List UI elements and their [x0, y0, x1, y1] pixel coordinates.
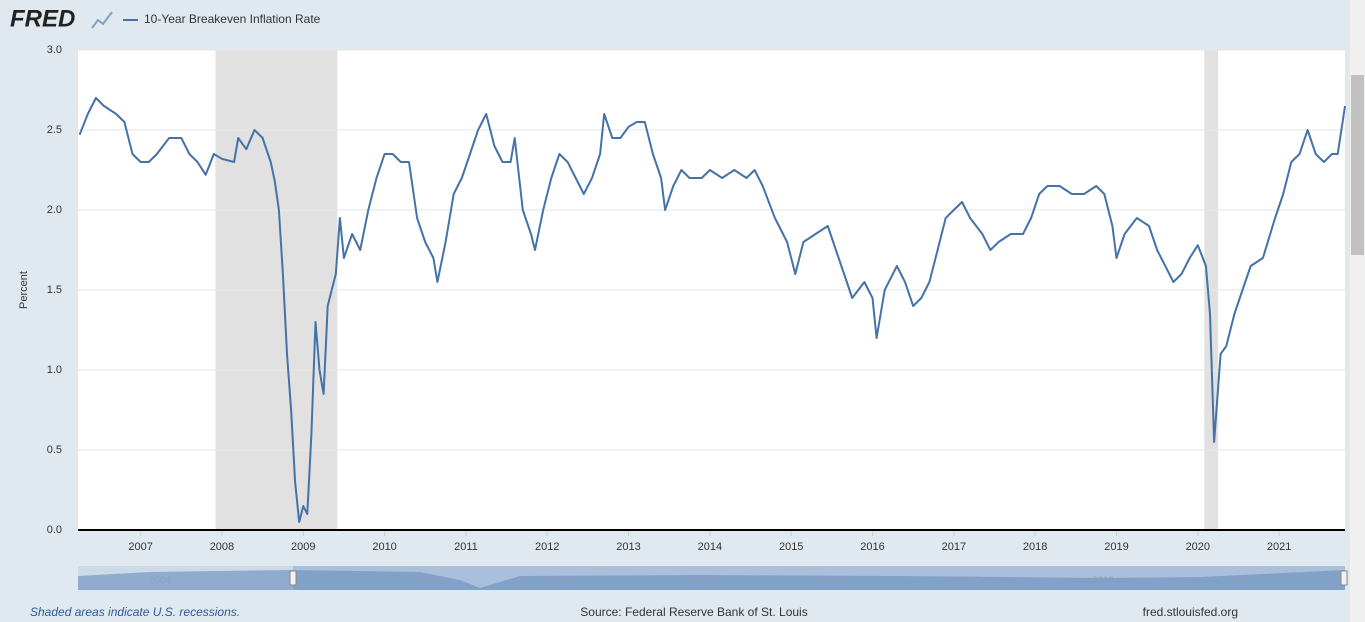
x-tick-label: 2016	[860, 541, 884, 553]
y-tick-label: 1.0	[47, 364, 62, 376]
y-tick-label: 0.5	[47, 444, 62, 456]
x-tick-label: 2017	[942, 541, 966, 553]
navigator-handle[interactable]	[1340, 570, 1348, 586]
navigator-series	[78, 570, 1345, 590]
navigator-label: 2016	[957, 576, 980, 587]
navigator-label: 2018	[1092, 576, 1115, 587]
y-tick-label: 2.5	[47, 124, 62, 136]
x-tick-label: 2010	[372, 541, 396, 553]
logo: FRED	[10, 5, 75, 32]
y-axis-label: Percent	[18, 271, 30, 309]
x-tick-label: 2009	[291, 541, 315, 553]
footer-site: fred.stlouisfed.org	[1143, 605, 1238, 619]
navigator-label: 2012	[689, 576, 712, 587]
x-tick-label: 2013	[616, 541, 640, 553]
x-tick-label: 2018	[1023, 541, 1047, 553]
navigator-label: 2014	[822, 576, 845, 587]
legend-label: 10-Year Breakeven Inflation Rate	[144, 12, 321, 26]
x-tick-label: 2012	[535, 541, 559, 553]
plot: 0.0 0.5 1.0 1.5 2.0 2.5 3.0 2007 2008 2009 2010 201…	[47, 44, 1346, 553]
x-tick-label: 2020	[1186, 541, 1210, 553]
x-tick-label: 2011	[454, 541, 478, 553]
x-tick-label: 2021	[1267, 541, 1291, 553]
x-tick-label: 2014	[698, 541, 722, 553]
navigator-label: 2008	[419, 576, 442, 587]
y-tick-label: 2.0	[47, 204, 62, 216]
navigator-selection	[293, 566, 1345, 590]
y-tick-label: 3.0	[47, 44, 62, 56]
y-tick-label: 1.5	[47, 284, 62, 296]
y-tick-label: 0.0	[47, 524, 62, 536]
x-tick-label: 2008	[210, 541, 234, 553]
x-tick-label: 2007	[128, 541, 152, 553]
footer-note: Shaded areas indicate U.S. recessions.	[30, 605, 240, 619]
navigator-label: 2020	[1229, 576, 1252, 587]
x-tick-label: 2015	[779, 541, 803, 553]
series-line	[78, 97, 1346, 523]
navigator-label: 2010	[554, 576, 577, 587]
footer-source: Source: Federal Reserve Bank of St. Loui…	[580, 605, 807, 619]
navigator-handle[interactable]	[289, 570, 297, 586]
scrollbar-thumb[interactable]	[1351, 75, 1364, 255]
logo-icon	[91, 11, 113, 29]
navigator-label: 2004	[149, 576, 172, 587]
x-tick-label: 2019	[1104, 541, 1128, 553]
navigator-labels: 2004 2008 2010 2012 2014 2016 2018 2020	[149, 576, 1252, 587]
